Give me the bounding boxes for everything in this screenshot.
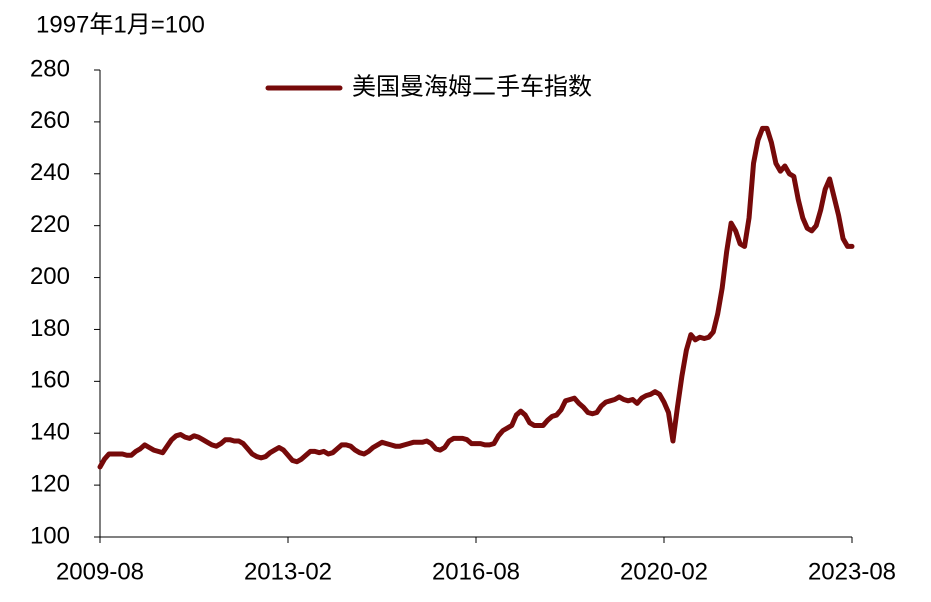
y-tick-label: 100: [30, 522, 70, 549]
y-tick-label: 260: [30, 107, 70, 134]
x-tick-label: 2016-08: [432, 558, 520, 585]
y-tick-label: 120: [30, 470, 70, 497]
y-axis-unit: 1997年1月=100: [36, 11, 205, 38]
x-tick-label: 2013-02: [244, 558, 332, 585]
y-tick-label: 180: [30, 315, 70, 342]
y-tick-label: 200: [30, 263, 70, 290]
x-tick-label: 2009-08: [56, 558, 144, 585]
y-tick-label: 160: [30, 367, 70, 394]
legend-label: 美国曼海姆二手车指数: [352, 73, 592, 100]
y-tick-label: 240: [30, 159, 70, 186]
y-tick-label: 280: [30, 55, 70, 82]
y-tick-label: 140: [30, 419, 70, 446]
x-tick-label: 2020-02: [620, 558, 708, 585]
x-tick-label: 2023-08: [808, 558, 896, 585]
series-line: [97, 125, 855, 470]
y-tick-label: 220: [30, 211, 70, 238]
